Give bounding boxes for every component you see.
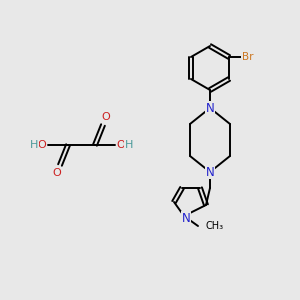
Text: N: N [206, 166, 214, 178]
Text: Br: Br [242, 52, 254, 62]
Text: O: O [102, 112, 110, 122]
Text: O: O [52, 168, 62, 178]
Text: O: O [38, 140, 46, 150]
Text: O: O [117, 140, 125, 150]
Text: CH₃: CH₃ [205, 221, 223, 231]
Text: N: N [206, 101, 214, 115]
Text: H: H [125, 140, 133, 150]
Text: N: N [182, 212, 190, 224]
Text: H: H [30, 140, 38, 150]
